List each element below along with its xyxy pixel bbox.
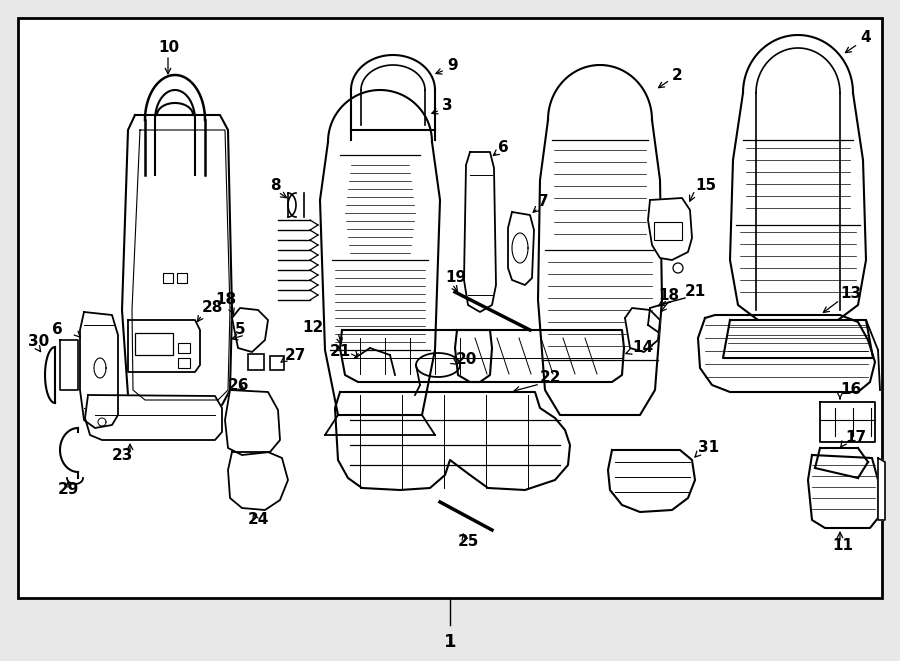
Polygon shape (698, 315, 875, 392)
Polygon shape (340, 330, 492, 382)
Text: 2: 2 (672, 67, 683, 83)
Text: 23: 23 (112, 447, 133, 463)
Text: 5: 5 (235, 323, 246, 338)
Polygon shape (808, 455, 878, 528)
Text: 30: 30 (28, 334, 50, 350)
Text: 21: 21 (330, 344, 351, 360)
FancyBboxPatch shape (178, 343, 190, 353)
Polygon shape (60, 340, 78, 390)
Text: 16: 16 (840, 383, 861, 397)
FancyBboxPatch shape (18, 18, 882, 598)
Text: 4: 4 (860, 30, 870, 46)
Text: 1: 1 (444, 633, 456, 651)
FancyBboxPatch shape (135, 333, 173, 355)
Text: 3: 3 (442, 98, 453, 112)
Polygon shape (128, 320, 200, 372)
Text: 6: 6 (52, 323, 63, 338)
Polygon shape (608, 450, 695, 512)
Polygon shape (648, 198, 692, 260)
Text: 19: 19 (445, 270, 466, 286)
Text: 18: 18 (215, 293, 236, 307)
Polygon shape (225, 390, 280, 455)
Polygon shape (122, 115, 232, 415)
Text: 8: 8 (270, 178, 281, 192)
FancyBboxPatch shape (177, 273, 187, 283)
Polygon shape (80, 312, 118, 428)
Text: 6: 6 (498, 141, 508, 155)
FancyBboxPatch shape (270, 356, 284, 370)
Text: 25: 25 (458, 535, 480, 549)
Polygon shape (878, 458, 885, 520)
Text: 18: 18 (658, 288, 680, 303)
Polygon shape (820, 402, 875, 442)
Text: 14: 14 (632, 340, 653, 356)
Polygon shape (723, 320, 873, 358)
Text: 13: 13 (840, 286, 861, 301)
Text: 10: 10 (158, 40, 179, 54)
FancyBboxPatch shape (248, 354, 264, 370)
Text: 15: 15 (695, 178, 716, 192)
Text: 27: 27 (285, 348, 306, 362)
Text: 20: 20 (456, 352, 477, 368)
Polygon shape (464, 152, 496, 312)
Text: 24: 24 (248, 512, 269, 527)
Polygon shape (320, 142, 440, 415)
Text: 22: 22 (540, 371, 562, 385)
Text: 31: 31 (698, 440, 719, 455)
FancyBboxPatch shape (163, 273, 173, 283)
Polygon shape (455, 330, 624, 382)
Polygon shape (508, 212, 534, 285)
Text: 17: 17 (845, 430, 866, 446)
Text: 11: 11 (832, 537, 853, 553)
Text: 28: 28 (202, 301, 223, 315)
Polygon shape (625, 308, 660, 352)
Polygon shape (538, 120, 662, 415)
Polygon shape (228, 452, 288, 510)
Text: 21: 21 (685, 284, 706, 299)
FancyBboxPatch shape (654, 222, 682, 240)
Text: 12: 12 (302, 321, 323, 336)
Text: 7: 7 (538, 194, 549, 210)
Polygon shape (85, 395, 222, 440)
Text: 26: 26 (228, 377, 249, 393)
Polygon shape (232, 308, 268, 352)
Text: 9: 9 (447, 58, 457, 73)
Text: 29: 29 (58, 483, 79, 498)
Polygon shape (335, 392, 570, 490)
FancyBboxPatch shape (178, 358, 190, 368)
Polygon shape (730, 93, 866, 320)
